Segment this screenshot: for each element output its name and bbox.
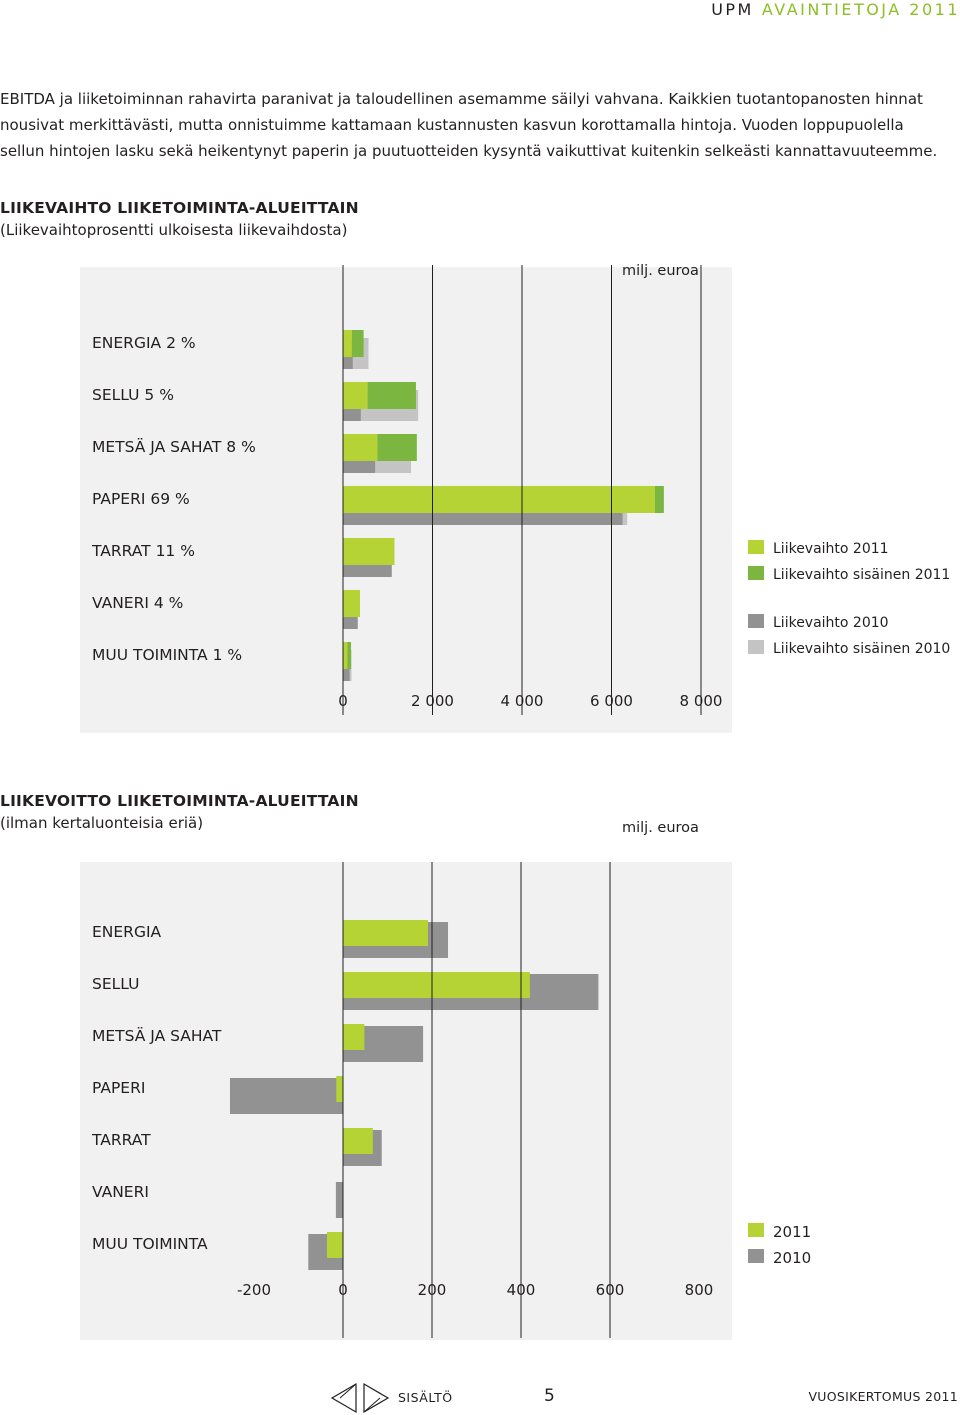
bar-internal-2011-paperi-69	[654, 486, 664, 513]
category-label-metsa-ja-sahat: METSÄ JA SAHAT	[92, 1026, 222, 1045]
bar-revenue-2011-muu-toiminta-1	[343, 642, 348, 669]
category-label-paperi: PAPERI	[92, 1079, 145, 1097]
bar-internal-2011-energia-2	[351, 330, 364, 357]
category-label-vaneri: VANERI	[92, 1183, 149, 1201]
x-tick-4: 8 000	[680, 692, 723, 710]
bar-profit-2011-energia	[343, 920, 428, 946]
revenue-chart: ENERGIA 2 % SELLU 5 % METSÄ JA SAHAT 8 % PA…	[91, 265, 950, 715]
x-tick-5: 800	[685, 1281, 714, 1299]
bar-profit-2010-vaneri	[335, 1182, 343, 1218]
chart2-unit: milj. euroa	[622, 820, 699, 836]
category-label-sellu-5: SELLU 5 %	[92, 386, 174, 404]
bar-profit-2011-muu-toiminta	[326, 1232, 343, 1258]
bar-profit-2011-metsa-ja-sahat	[343, 1024, 365, 1050]
category-label-energia: ENERGIA	[92, 923, 162, 941]
category-label-vaneri-4: VANERI 4 %	[92, 594, 183, 612]
bar-revenue-2011-sellu-5	[343, 382, 368, 409]
x-tick-3: 6 000	[590, 692, 633, 710]
x-tick-1: 0	[338, 1281, 348, 1299]
category-label-tarrat-11: TARRAT 11 %	[91, 542, 195, 560]
toc-link[interactable]: SISÄLTÖ	[398, 1390, 453, 1405]
legend-swatch-1	[748, 1249, 764, 1263]
category-label-muu-toiminta-1: MUU TOIMINTA 1 %	[92, 646, 242, 664]
bar-revenue-2011-vaneri-4	[343, 590, 361, 617]
chart1-title: LIIKEVAIHTO LIIKETOIMINTA-ALUEITTAIN	[0, 199, 359, 217]
page-number: 5	[544, 1386, 555, 1406]
bar-profit-2011-paperi	[336, 1076, 343, 1102]
chart1-subtitle: (Liikevaihtoprosentti ulkoisesta liikeva…	[0, 221, 348, 239]
bar-profit-2011-sellu	[343, 972, 530, 998]
x-tick-2: 4 000	[501, 692, 544, 710]
category-label-paperi-69: PAPERI 69 %	[92, 490, 190, 508]
bar-internal-2011-metsa-ja-sahat-8	[377, 434, 417, 461]
bar-internal-2011-muu-toiminta-1	[347, 642, 352, 669]
x-tick-0: -200	[237, 1281, 271, 1299]
category-label-sellu: SELLU	[92, 975, 139, 993]
legend-swatch-2	[748, 614, 764, 628]
bar-revenue-2011-paperi-69	[343, 486, 655, 513]
bar-profit-2010-paperi	[229, 1078, 343, 1114]
legend-label-2: Liikevaihto 2010	[773, 615, 889, 631]
legend-label-3: Liikevaihto sisäinen 2010	[773, 641, 950, 657]
legend-swatch-3	[748, 640, 764, 654]
document-title: VUOSIKERTOMUS 2011	[808, 1389, 958, 1404]
legend-label-1: 2010	[773, 1249, 811, 1267]
x-tick-4: 600	[596, 1281, 625, 1299]
category-label-muu-toiminta: MUU TOIMINTA	[92, 1235, 208, 1253]
next-page-icon[interactable]	[363, 1382, 390, 1414]
prev-page-icon[interactable]	[330, 1382, 357, 1414]
category-label-tarrat: TARRAT	[91, 1131, 151, 1149]
legend-swatch-1	[748, 566, 764, 580]
chart2-subtitle: (ilman kertaluonteisia eriä)	[0, 814, 204, 832]
chart2-title: LIIKEVOITTO LIIKETOIMINTA-ALUEITTAIN	[0, 792, 359, 810]
legend-label-0: Liikevaihto 2011	[773, 541, 889, 557]
bar-internal-2011-sellu-5	[367, 382, 416, 409]
legend-swatch-0	[748, 540, 764, 554]
x-tick-0: 0	[338, 692, 348, 710]
legend-swatch-0	[748, 1223, 764, 1237]
legend-label-0: 2011	[773, 1223, 811, 1241]
bar-revenue-2011-metsa-ja-sahat-8	[343, 434, 378, 461]
x-tick-3: 400	[507, 1281, 536, 1299]
legend-label-1: Liikevaihto sisäinen 2011	[773, 567, 950, 583]
x-tick-2: 200	[418, 1281, 447, 1299]
section-title: AVAINTIETOJA 2011	[761, 0, 960, 19]
bar-revenue-2011-tarrat-11	[343, 538, 395, 565]
page-navigation	[330, 1382, 390, 1414]
bar-profit-2011-tarrat	[343, 1128, 373, 1154]
x-tick-1: 2 000	[411, 692, 454, 710]
bar-revenue-2011-energia-2	[343, 330, 352, 357]
chart1-unit: milj. euroa	[622, 263, 699, 279]
category-label-metsa-ja-sahat-8: METSÄ JA SAHAT 8 %	[92, 437, 256, 456]
operating-profit-chart: ENERGIA SELLU METSÄ JA SAHAT PAPERI TARRAT VA…	[91, 862, 811, 1338]
header-brand: UPM AVAINTIETOJA 2011	[711, 0, 960, 22]
intro-paragraph: EBITDA ja liiketoiminnan rahavirta paran…	[0, 90, 938, 160]
category-label-energia-2: ENERGIA 2 %	[92, 334, 196, 352]
company-name: UPM	[711, 0, 754, 19]
